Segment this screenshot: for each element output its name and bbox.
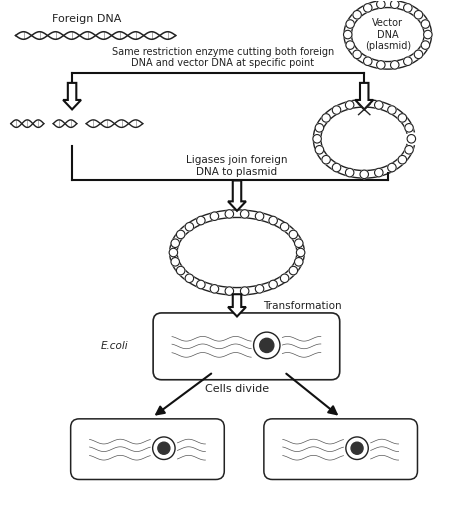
Circle shape xyxy=(364,4,372,12)
Circle shape xyxy=(240,287,249,296)
Circle shape xyxy=(289,266,298,275)
FancyBboxPatch shape xyxy=(71,419,224,479)
Circle shape xyxy=(176,266,185,275)
Circle shape xyxy=(405,146,413,154)
Circle shape xyxy=(281,223,289,231)
Circle shape xyxy=(281,274,289,282)
Circle shape xyxy=(353,50,361,59)
Circle shape xyxy=(377,0,385,8)
Circle shape xyxy=(351,442,363,454)
Circle shape xyxy=(197,280,205,289)
Polygon shape xyxy=(356,83,373,110)
Circle shape xyxy=(315,124,324,132)
Circle shape xyxy=(254,332,280,358)
Circle shape xyxy=(240,210,249,218)
Circle shape xyxy=(153,437,175,460)
Circle shape xyxy=(269,280,277,289)
Circle shape xyxy=(388,163,396,172)
Circle shape xyxy=(169,248,178,257)
Circle shape xyxy=(346,168,354,177)
Circle shape xyxy=(171,239,180,247)
Text: Ligases join foreign
DNA to plasmid: Ligases join foreign DNA to plasmid xyxy=(186,156,288,177)
Circle shape xyxy=(403,4,412,12)
Circle shape xyxy=(225,287,234,296)
Polygon shape xyxy=(228,294,246,316)
Circle shape xyxy=(260,339,274,353)
Circle shape xyxy=(364,57,372,66)
Circle shape xyxy=(322,114,330,122)
Circle shape xyxy=(185,223,193,231)
Circle shape xyxy=(374,168,383,177)
Circle shape xyxy=(344,30,352,39)
Circle shape xyxy=(346,437,368,460)
Circle shape xyxy=(360,170,368,179)
Circle shape xyxy=(421,41,429,49)
Circle shape xyxy=(391,0,399,8)
Circle shape xyxy=(210,285,219,293)
FancyBboxPatch shape xyxy=(153,313,340,380)
Circle shape xyxy=(176,230,185,239)
Circle shape xyxy=(322,156,330,164)
Circle shape xyxy=(255,212,264,221)
Circle shape xyxy=(210,212,219,221)
Circle shape xyxy=(377,61,385,69)
Circle shape xyxy=(294,239,303,247)
Circle shape xyxy=(414,50,423,59)
Circle shape xyxy=(388,106,396,114)
Text: Cells divide: Cells divide xyxy=(205,384,269,394)
Circle shape xyxy=(289,230,298,239)
Circle shape xyxy=(398,114,407,122)
Text: Vector
DNA
(plasmid): Vector DNA (plasmid) xyxy=(365,18,411,51)
Circle shape xyxy=(197,216,205,225)
Circle shape xyxy=(414,10,423,19)
Circle shape xyxy=(171,258,180,266)
Circle shape xyxy=(391,61,399,69)
Circle shape xyxy=(296,248,305,257)
Circle shape xyxy=(332,106,341,114)
Text: E.coli: E.coli xyxy=(101,341,128,352)
Circle shape xyxy=(158,442,170,454)
Circle shape xyxy=(353,10,361,19)
Text: Foreign DNA: Foreign DNA xyxy=(52,14,121,25)
Text: Transformation: Transformation xyxy=(263,301,342,311)
Circle shape xyxy=(255,285,264,293)
Circle shape xyxy=(332,163,341,172)
Circle shape xyxy=(398,156,407,164)
Circle shape xyxy=(346,101,354,110)
Circle shape xyxy=(360,99,368,107)
Circle shape xyxy=(424,30,432,39)
Circle shape xyxy=(421,20,429,28)
Circle shape xyxy=(185,274,193,282)
Circle shape xyxy=(374,101,383,110)
Polygon shape xyxy=(228,180,246,211)
Circle shape xyxy=(346,41,355,49)
Circle shape xyxy=(315,146,324,154)
Circle shape xyxy=(403,57,412,66)
Circle shape xyxy=(313,135,321,143)
Text: Same restriction enzyme cutting both foreign
DNA and vector DNA at specific poin: Same restriction enzyme cutting both for… xyxy=(112,47,334,68)
FancyBboxPatch shape xyxy=(264,419,418,479)
Circle shape xyxy=(269,216,277,225)
Polygon shape xyxy=(63,83,81,110)
Circle shape xyxy=(346,20,355,28)
Circle shape xyxy=(405,124,413,132)
Circle shape xyxy=(225,210,234,218)
Circle shape xyxy=(407,135,416,143)
Circle shape xyxy=(294,258,303,266)
